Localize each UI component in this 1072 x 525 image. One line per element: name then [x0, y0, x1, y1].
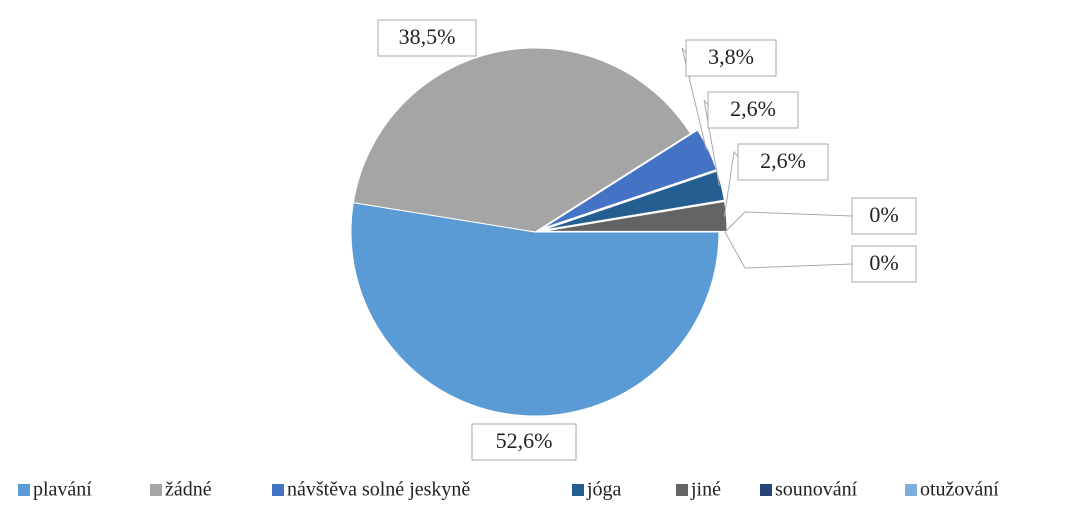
data-label: 3,8%: [708, 44, 754, 69]
legend-label: sounování: [775, 479, 858, 501]
legend-label: návštěva solné jeskyně: [287, 479, 470, 501]
data-label-box: [471, 423, 577, 461]
data-label: 0%: [869, 250, 898, 275]
legend-swatch: [905, 484, 917, 496]
data-label: 0%: [869, 202, 898, 227]
data-label: 52,6%: [496, 428, 553, 453]
legend-label: jóga: [586, 479, 622, 501]
legend-swatch: [18, 484, 30, 496]
data-label-box: [851, 197, 917, 235]
legend-label: jiné: [690, 479, 721, 501]
data-label-box: [685, 39, 777, 77]
data-label-box: [377, 19, 477, 57]
data-label: 38,5%: [399, 24, 456, 49]
pie-slice: [542, 200, 728, 232]
legend-swatch: [272, 484, 284, 496]
data-label: 2,6%: [730, 96, 776, 121]
data-label-box: [707, 91, 799, 129]
data-label: 2,6%: [760, 148, 806, 173]
legend-label: plavání: [33, 479, 92, 501]
legend-label: otužování: [920, 479, 999, 501]
legend-swatch: [760, 484, 772, 496]
pie-slice: [350, 202, 720, 417]
leader-line: [724, 211, 853, 233]
legend-label: žádné: [165, 479, 212, 501]
pie-slice: [352, 47, 692, 233]
leader-line: [724, 231, 853, 269]
data-label-box: [851, 245, 917, 283]
legend-swatch: [572, 484, 584, 496]
legend-swatch: [150, 484, 162, 496]
legend-swatch: [676, 484, 688, 496]
data-label-box: [737, 143, 829, 181]
